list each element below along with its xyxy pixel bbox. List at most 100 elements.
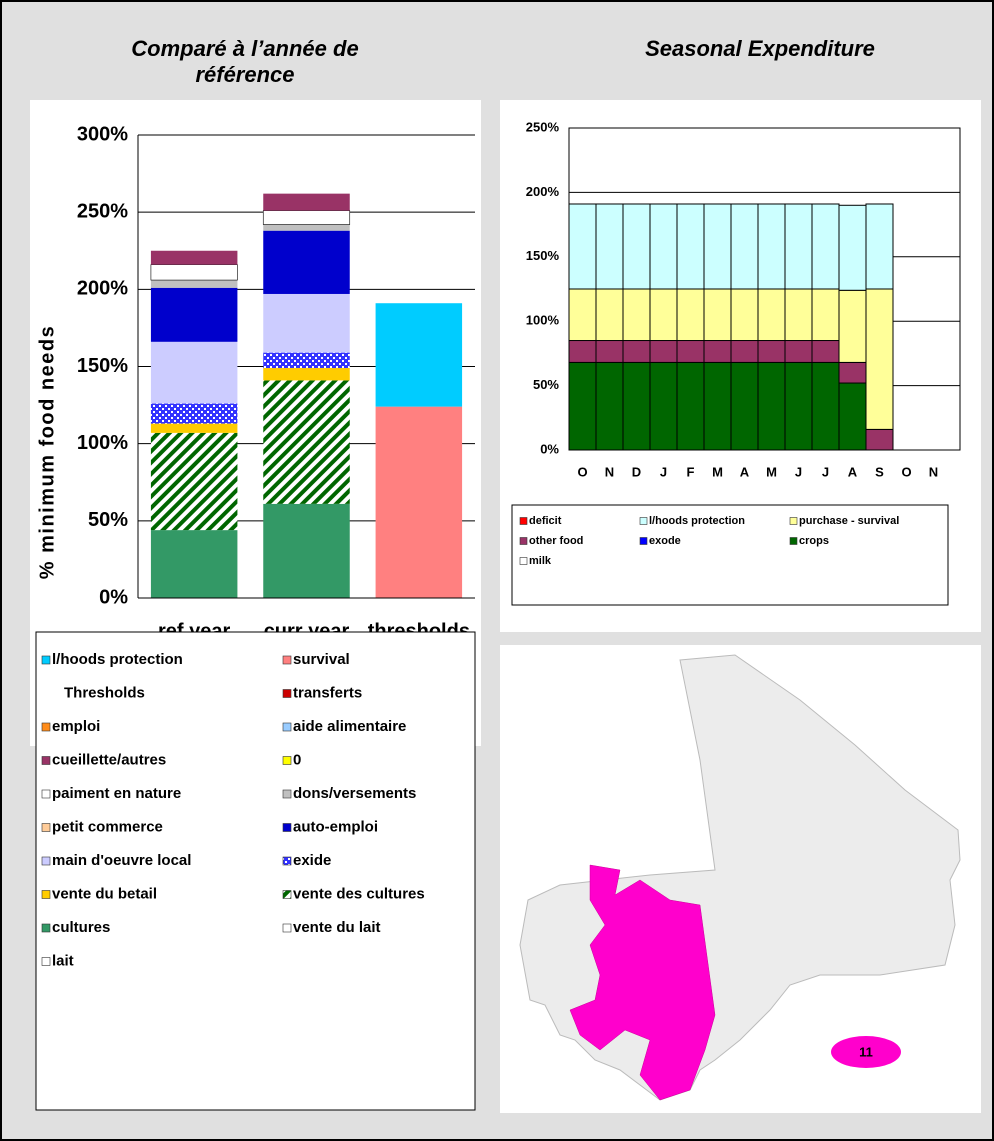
bar-segment: [811, 288, 840, 342]
y-tick-label: 0%: [99, 586, 128, 608]
bar-segment: [595, 288, 624, 342]
bar-segment: [811, 203, 840, 290]
bar-segment: [263, 193, 350, 211]
legend-label: main d'oeuvre local: [52, 852, 191, 869]
legend-label: milk: [529, 555, 552, 567]
bar-segment: [263, 230, 350, 294]
x-tick-label: M: [766, 464, 777, 479]
bar-segment: [150, 432, 238, 531]
chart-right: 0% 50% 100% 150% 200% 250% O N D J F M A M J J A S O Ndefic…: [511, 119, 961, 606]
legend-marker: [41, 923, 51, 933]
bar-segment: [703, 288, 732, 342]
legend-label: petit commerce: [52, 818, 163, 835]
bar-segment: [703, 203, 732, 290]
bar-segment: [150, 250, 238, 265]
legend-marker: [519, 557, 528, 565]
bar-segment: [375, 303, 463, 407]
bar-segment: [649, 361, 678, 451]
left-title: Comparé à l’année de référence: [131, 36, 359, 87]
bar-segment: [730, 340, 759, 363]
y-tick-label: 50%: [533, 377, 559, 392]
legend-label: exode: [649, 535, 681, 547]
right-title: Seasonal Expenditure: [645, 36, 875, 61]
legend-marker: [282, 856, 292, 866]
x-tick-label: J: [660, 464, 667, 479]
legend-marker: [282, 890, 292, 899]
legend-marker: [41, 722, 51, 732]
legend-marker: [41, 957, 51, 966]
legend-label: paiment en nature: [52, 785, 181, 802]
bar-segment: [649, 288, 678, 342]
legend-label: other food: [529, 535, 583, 547]
legend-box: [35, 631, 476, 1111]
legend-marker: [41, 890, 51, 899]
x-tick-label: A: [740, 464, 750, 479]
bar-segment: [263, 503, 350, 598]
bar-segment: [568, 203, 597, 290]
bar-segment: [263, 224, 350, 231]
legend-box: [511, 504, 949, 606]
x-tick-label: J: [822, 464, 829, 479]
legend-marker: [282, 789, 292, 799]
bar-segment: [150, 403, 238, 424]
bar-segment: [622, 340, 651, 363]
legend-label: 0: [293, 751, 301, 768]
legend-marker: [282, 923, 292, 933]
bar-segment: [622, 288, 651, 342]
y-tick-label: 200%: [77, 278, 128, 300]
legend-label: aide alimentaire: [293, 718, 406, 735]
bar-segment: [784, 361, 813, 451]
y-tick-label: 100%: [77, 432, 128, 454]
bar-segment: [375, 406, 463, 598]
bar-segment: [757, 340, 786, 363]
bar-segment: [150, 287, 238, 342]
legend-label: vente des cultures: [293, 885, 425, 902]
bar-segment: [676, 203, 705, 290]
bar-segment: [150, 423, 238, 433]
bar-segment: [595, 340, 624, 363]
legend-label: vente du lait: [293, 919, 381, 936]
legend-left: l/hoods protection survival Thresholds tran…: [35, 631, 476, 1111]
bar-segment: [263, 293, 350, 353]
legend-label: auto-emploi: [293, 818, 378, 835]
bar-segment: [730, 361, 759, 451]
bar-segment: [649, 340, 678, 363]
legend-label: crops: [799, 535, 829, 547]
bar-segment: [595, 203, 624, 290]
bar-segment: [730, 288, 759, 342]
bar-segment: [568, 340, 597, 363]
legend-marker: [41, 789, 51, 799]
bar-segment: [622, 203, 651, 290]
legend-label: l/hoods protection: [649, 515, 745, 527]
bar-segment: [649, 203, 678, 290]
bar-segment: [263, 380, 350, 504]
x-tick-label: S: [875, 464, 884, 479]
x-tick-label: O: [577, 464, 587, 479]
legend-label: exide: [293, 852, 331, 869]
bar-segment: [676, 361, 705, 451]
legend-marker: [41, 756, 51, 765]
y-tick-label: 250%: [77, 200, 128, 222]
bar-segment: [730, 203, 759, 290]
legend-marker: [282, 689, 292, 698]
bar-segment: [595, 361, 624, 451]
bar-segment: [811, 340, 840, 363]
legend-marker: [282, 655, 292, 665]
y-tick-label: 200%: [526, 184, 560, 199]
x-tick-label: N: [605, 464, 614, 479]
legend-label: Thresholds: [64, 684, 145, 701]
bar-segment: [838, 382, 867, 451]
legend-label: emploi: [52, 718, 100, 735]
bar-segment: [263, 352, 350, 369]
bar-segment: [568, 361, 597, 451]
legend-marker: [789, 517, 798, 525]
legend-label: transferts: [293, 684, 362, 701]
legend-marker: [282, 823, 292, 832]
bar-segment: [865, 203, 894, 290]
legend-marker: [639, 517, 648, 525]
legend-label: dons/versements: [293, 785, 416, 802]
bar-segment: [262, 210, 351, 225]
bar-segment: [263, 368, 350, 381]
